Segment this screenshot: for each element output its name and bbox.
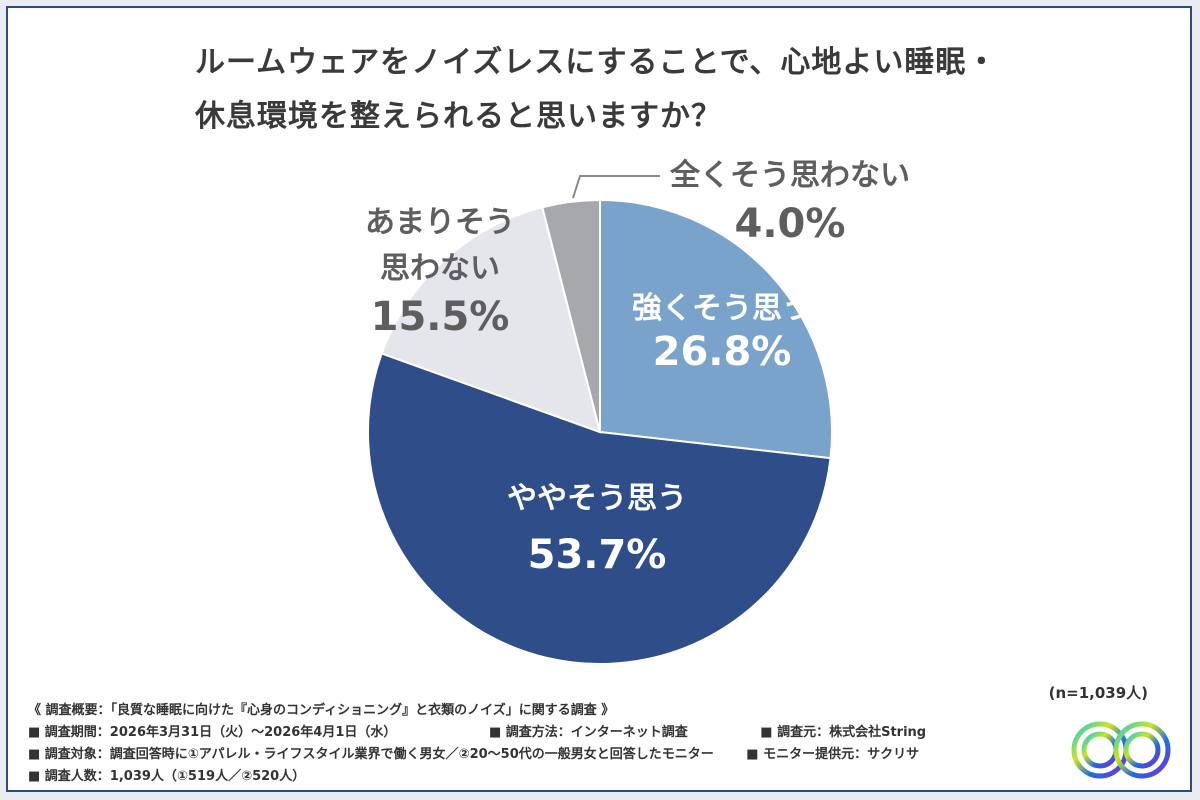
chart-title: ルームウェアをノイズレスにすることで、心地よい睡眠・ 休息環境を整えられると思い… (195, 36, 1095, 144)
survey-provider: ■ モニター提供元：サクリサ (746, 747, 920, 762)
slice-label-3-line-2: 思わない (380, 251, 500, 286)
title-line-2: 休息環境を整えられると思いますか？ (195, 99, 722, 134)
slice-label-2-line-1: ややそう思う (507, 481, 687, 516)
brand-logo-icon (1071, 721, 1171, 779)
pie-slice-2 (367, 352, 832, 665)
pie-slice-3 (380, 206, 602, 434)
survey-count: ■ 調査人数：1,039人（①519人／②520人） (28, 769, 306, 784)
survey-period: ■ 調査期間：2026年3月31日（火）〜2026年4月1日（水） (28, 725, 397, 740)
survey-row-2: ■ 調査対象：調査回答時に①アパレル・ライフスタイル業界で働く男女／②20〜50… (28, 744, 1068, 766)
slice-value-2: 53.7% (528, 532, 667, 578)
sample-size-label: (n=1,039人) (1048, 684, 1148, 702)
pie-slice-4 (541, 198, 601, 433)
slice-value-1: 26.8% (653, 329, 792, 375)
survey-heading: 《 調査概要：「良質な睡眠に向けた『心身のコンディショニング』と衣類のノイズ」に… (28, 703, 615, 718)
leader-line (572, 175, 660, 199)
survey-source: ■ 調査元：株式会社String (760, 725, 927, 740)
slice-value-4: 4.0% (735, 201, 846, 247)
pie-slice-1 (599, 198, 833, 460)
survey-row-1: ■ 調査期間：2026年3月31日（火）〜2026年4月1日（水） ■ 調査方法… (28, 722, 1068, 744)
slice-label-4-line-1: 全くそう思わない (669, 158, 910, 193)
survey-method: ■ 調査方法：インターネット調査 (488, 725, 688, 740)
slice-label-3-line-1: あまりそう (365, 205, 515, 240)
slice-value-3: 15.5% (371, 294, 510, 340)
slice-label-1-line-1: 強くそう思う (632, 291, 812, 326)
survey-target: ■ 調査対象：調査回答時に①アパレル・ライフスタイル業界で働く男女／②20〜50… (28, 747, 714, 762)
survey-overview: 《 調査概要：「良質な睡眠に向けた『心身のコンディショニング』と衣類のノイズ」に… (28, 700, 1068, 788)
title-line-1: ルームウェアをノイズレスにすることで、心地よい睡眠・ (195, 45, 998, 80)
